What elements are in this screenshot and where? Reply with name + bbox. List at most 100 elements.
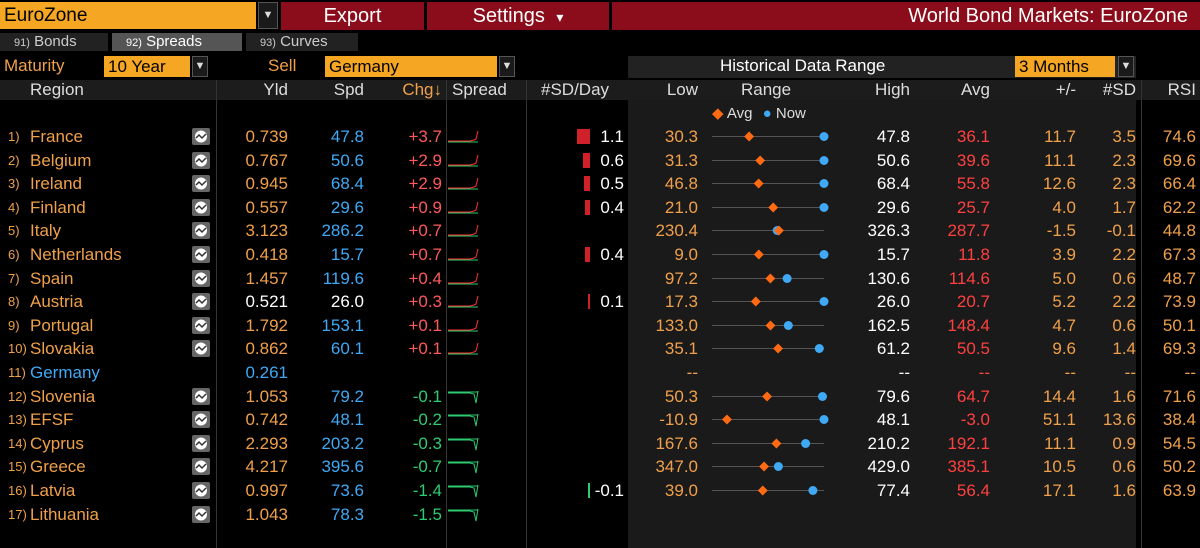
table-row[interactable]: 6) Netherlands 0.418 15.7 +0.7 0.4 9.0 15.7 11… [0,243,1200,266]
chart-icon[interactable] [192,128,210,145]
region-name[interactable]: Portugal [30,315,94,335]
chart-icon[interactable] [192,434,210,452]
tab-number: 92) [126,37,142,49]
high-value: -- [898,363,910,382]
col-rsi[interactable]: RSI [1150,80,1196,100]
table-row[interactable]: 11) Germany 0.261 -- -- -- -- -- -- [0,361,1200,384]
chart-icon[interactable] [192,151,210,169]
region-name[interactable]: Finland [30,197,86,217]
chart-icon[interactable] [192,293,210,311]
sell-dropdown-button[interactable]: ▼ [499,56,515,77]
col-range[interactable]: Range [741,80,792,100]
table-row[interactable]: 14) Cyprus 2.293 203.2 -0.3 167.6 210.2 192.1… [0,432,1200,455]
chart-icon[interactable] [192,222,210,240]
region-name[interactable]: Greece [30,457,86,477]
region-name[interactable]: Germany [30,363,100,382]
region-name[interactable]: Lithuania [30,504,100,524]
region-name[interactable]: Austria [30,292,83,312]
chart-icon[interactable] [192,505,210,523]
table-row[interactable]: 4) Finland 0.557 29.6 +0.9 0.4 21.0 29.6 25.7 4… [0,196,1200,219]
table-row[interactable]: 15) Greece 4.217 395.6 -0.7 347.0 429.0 385.1… [0,455,1200,478]
col-region[interactable]: Region [30,80,84,100]
avg-value: 20.7 [956,292,990,312]
chart-icon[interactable] [192,411,210,429]
chevron-down-icon: ▼ [501,60,513,72]
table-row[interactable]: 5) Italy 3.123 286.2 +0.7 230.4 326.3 287.7 -1… [0,219,1200,242]
table-row[interactable]: 2) Belgium 0.767 50.6 +2.9 0.6 31.3 50.6 39.6 1… [0,149,1200,172]
avg-value: 50.5 [956,339,990,359]
region-name[interactable]: France [30,127,83,146]
table-row[interactable]: 3) Ireland 0.945 68.4 +2.9 0.5 46.8 68.4 55.8 1… [0,172,1200,195]
region-name[interactable]: Cyprus [30,433,84,453]
col-spread[interactable]: Spread [452,80,507,100]
region-dropdown-button[interactable]: ▼ [258,2,278,29]
region-name[interactable]: Italy [30,221,62,241]
rsi-value: 66.4 [1162,174,1196,194]
region-name[interactable]: Spain [30,268,74,288]
chart-icon[interactable] [192,175,210,193]
region-name[interactable]: Slovakia [30,339,95,359]
chart-icon[interactable] [192,387,210,405]
table-row[interactable]: 13) EFSF 0.742 48.1 -0.2 -10.9 48.1 -3.0 51.1 1… [0,408,1200,431]
table-row[interactable]: 9) Portugal 1.792 153.1 +0.1 133.0 162.5 148.… [0,314,1200,337]
row-index: 15) [8,459,27,475]
historical-range-dropdown-button[interactable]: ▼ [1118,56,1134,77]
maturity-select[interactable]: 10 Year [104,56,190,77]
sd-day-bar [582,152,590,168]
high-value: 61.2 [876,339,910,359]
sd-value: -0.1 [1106,221,1136,241]
spread-sparkline [448,154,479,167]
col-low[interactable]: Low [640,80,698,100]
region-name[interactable]: EFSF [30,410,74,430]
col-sd-day[interactable]: #SD/Day [541,80,610,100]
tab-label: Spreads [146,33,202,50]
table-row[interactable]: 17) Lithuania 1.043 78.3 -1.5 [0,503,1200,526]
chart-icon[interactable] [192,246,210,263]
chart-icon[interactable] [192,458,210,476]
chart-icon[interactable] [192,340,210,358]
col-sd[interactable]: #SD [1090,80,1136,100]
table-row[interactable]: 1) France 0.739 47.8 +3.7 1.1 30.3 47.8 36.1 11… [0,125,1200,148]
col-plus-minus[interactable]: +/- [1020,80,1076,100]
table-row[interactable]: 16) Latvia 0.997 73.6 -1.4 -0.1 39.0 77.4 56.4… [0,479,1200,502]
sd-value: 3.5 [1112,127,1136,146]
sell-select[interactable]: Germany [325,56,497,77]
table-row[interactable]: 12) Slovenia 1.053 79.2 -0.1 50.3 79.6 64.7 14… [0,385,1200,408]
region-select[interactable]: EuroZone [0,2,256,29]
table-row[interactable]: 10) Slovakia 0.862 60.1 +0.1 35.1 61.2 50.5 9.… [0,337,1200,360]
col-yld[interactable]: Yld [230,80,288,100]
export-button[interactable]: Export [281,2,424,30]
region-name[interactable]: Latvia [30,481,76,500]
table-row[interactable]: 7) Spain 1.457 119.6 +0.4 97.2 130.6 114.6 5.0… [0,267,1200,290]
settings-chevron-icon: ▾ [556,9,564,25]
col-high[interactable]: High [850,80,910,100]
row-index: 8) [8,294,20,310]
plus-minus-value: 11.1 [1044,150,1076,170]
sd-value: 0.6 [1112,315,1136,335]
avg-marker [765,273,776,284]
chart-icon[interactable] [192,482,210,499]
region-name[interactable]: Netherlands [30,245,122,264]
col-chg[interactable]: Chg↓ [380,80,442,100]
sd-value: 0.6 [1112,268,1136,288]
spread-sparkline [448,201,479,214]
table-row[interactable]: 8) Austria 0.521 26.0 +0.3 0.1 17.3 26.0 20.7 5… [0,290,1200,313]
col-spd[interactable]: Spd [300,80,364,100]
historical-range-select[interactable]: 3 Months [1015,56,1115,77]
sd-day-value: 0.4 [600,197,624,217]
chart-icon[interactable] [192,198,210,216]
tab-curves[interactable]: 93) Curves [246,33,358,51]
col-avg[interactable]: Avg [930,80,990,100]
maturity-dropdown-button[interactable]: ▼ [192,56,208,77]
region-name[interactable]: Belgium [30,150,92,170]
region-name[interactable]: Slovenia [30,386,96,406]
tab-spreads[interactable]: 92) Spreads [112,33,242,51]
tab-bonds[interactable]: 91) Bonds [0,33,108,51]
chart-icon[interactable] [192,316,210,334]
chart-icon[interactable] [192,269,210,287]
settings-button[interactable]: Settings ▾ [427,2,609,30]
avg-marker [753,178,764,189]
region-name[interactable]: Ireland [30,174,82,194]
sd-day-bar [588,294,590,310]
change-value: -0.2 [412,410,442,430]
